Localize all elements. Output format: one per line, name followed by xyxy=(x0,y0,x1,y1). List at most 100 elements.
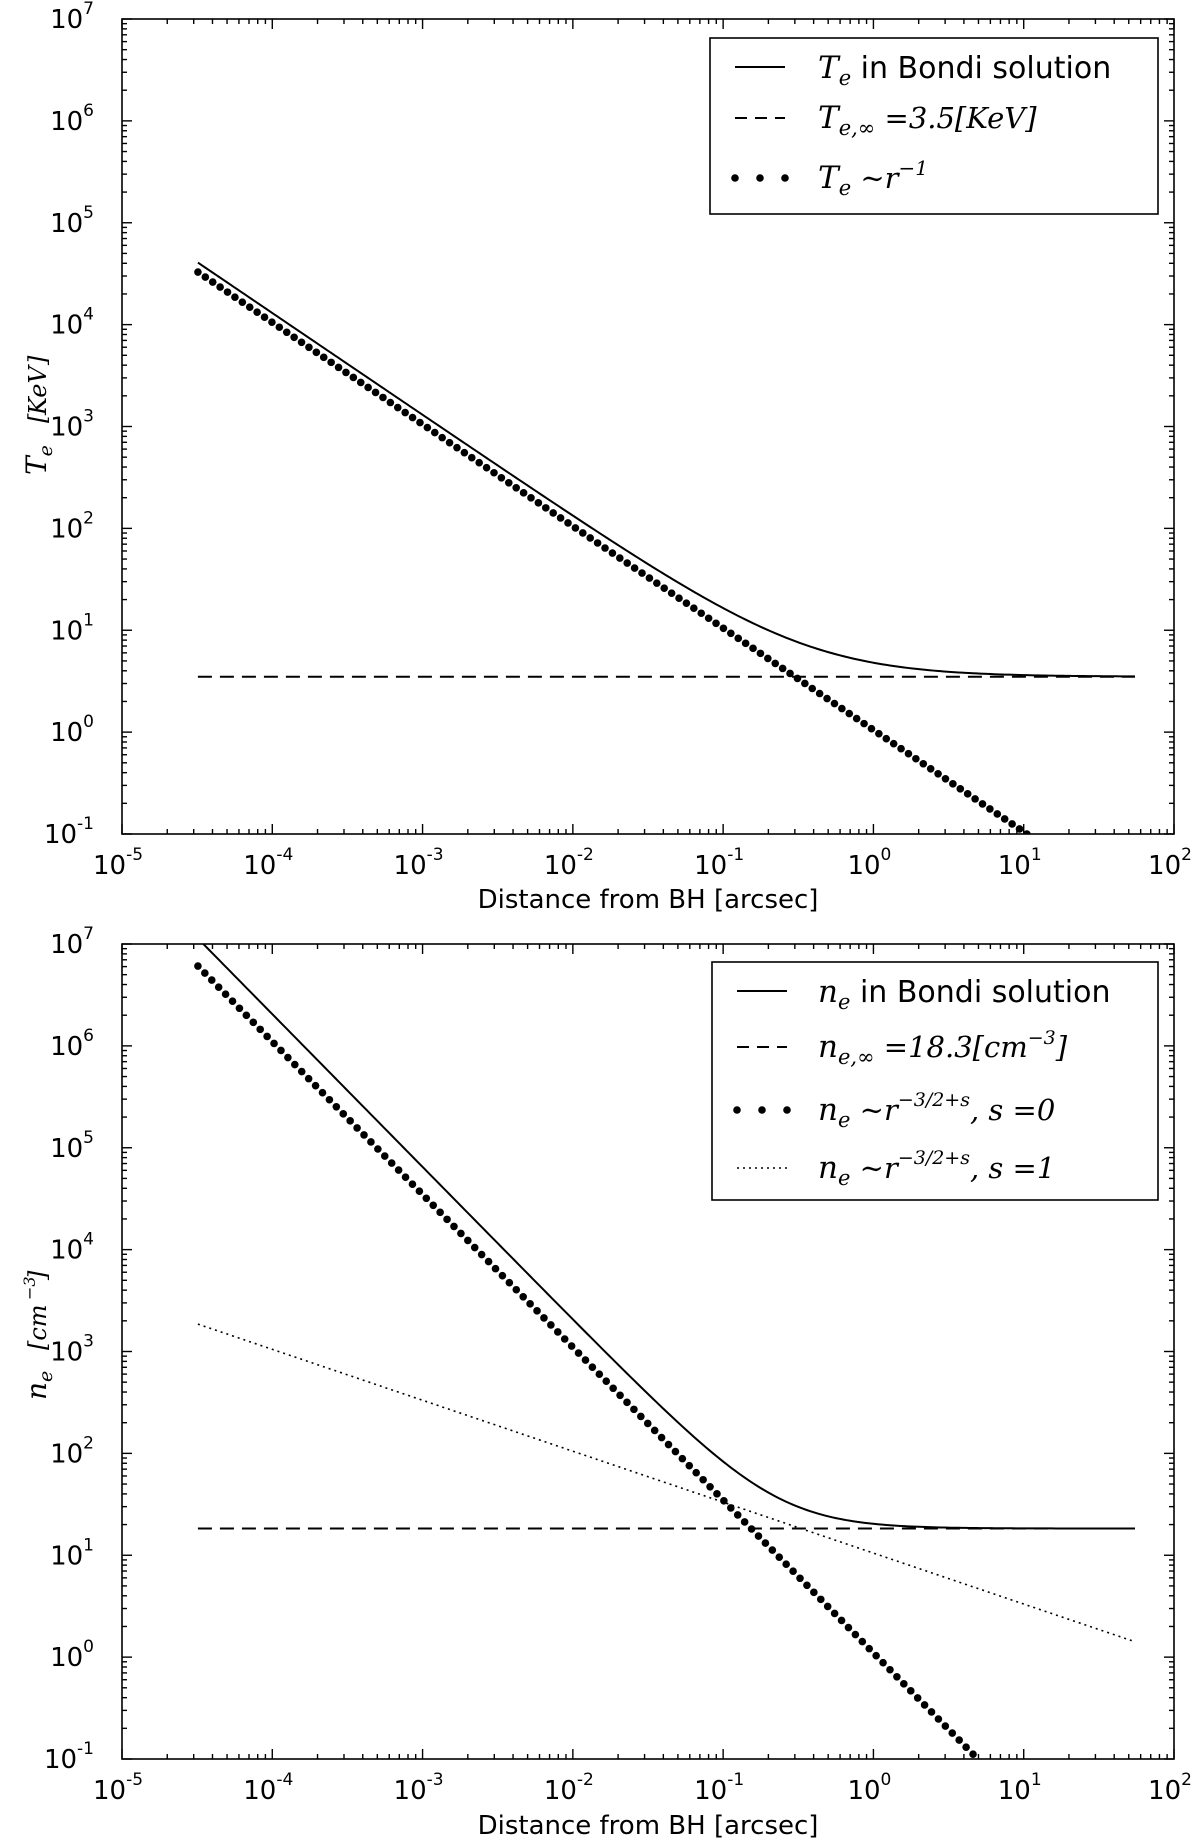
data-point xyxy=(560,1335,569,1343)
data-point xyxy=(349,373,358,382)
data-point xyxy=(897,744,905,753)
data-point xyxy=(512,484,520,492)
data-point xyxy=(360,1131,368,1139)
y-tick-label: 103 xyxy=(50,407,94,443)
data-point xyxy=(913,1694,922,1702)
legend-box xyxy=(711,961,1159,1201)
data-point xyxy=(242,1011,251,1020)
y-tick-label: 10-1 xyxy=(44,1739,94,1775)
svg-text:[cm: [cm xyxy=(24,1304,52,1350)
data-point xyxy=(837,1616,846,1625)
data-point xyxy=(782,1560,790,1568)
data-point xyxy=(844,1623,853,1632)
data-point xyxy=(963,790,972,798)
data-point xyxy=(311,1081,320,1090)
data-point xyxy=(801,679,809,688)
data-point xyxy=(475,458,483,467)
data-point xyxy=(934,769,942,778)
data-point xyxy=(845,709,854,718)
data-point xyxy=(616,1391,624,1400)
data-point xyxy=(608,549,617,557)
data-point xyxy=(415,1187,424,1196)
data-point xyxy=(318,1088,327,1097)
data-point xyxy=(312,348,321,357)
x-tick-label: 10-5 xyxy=(93,845,143,881)
data-point xyxy=(692,1468,700,1477)
data-point xyxy=(889,739,898,748)
data-point xyxy=(712,619,720,628)
data-point xyxy=(1023,830,1031,834)
data-point xyxy=(491,1264,500,1273)
data-point xyxy=(955,1736,963,1744)
data-point xyxy=(971,795,979,803)
x-tick-label: 10-2 xyxy=(544,1770,594,1806)
data-point xyxy=(815,689,824,698)
data-point xyxy=(601,544,609,552)
data-point xyxy=(268,318,276,327)
data-point xyxy=(986,805,994,813)
x-tick-label: 102 xyxy=(1148,845,1192,881)
y-tick-label: 104 xyxy=(50,1230,94,1266)
legend-key-dot xyxy=(756,174,764,182)
x-tick-label: 10-2 xyxy=(544,845,594,881)
data-point xyxy=(664,1440,673,1449)
data-point xyxy=(616,554,624,562)
data-point xyxy=(223,288,232,296)
data-point xyxy=(906,1687,915,1695)
data-point xyxy=(830,699,839,708)
data-point xyxy=(270,1039,278,1048)
data-point xyxy=(356,378,365,387)
data-point xyxy=(534,499,543,507)
data-point xyxy=(609,1384,617,1393)
data-point xyxy=(401,1173,410,1181)
data-point xyxy=(498,1271,507,1280)
data-point xyxy=(430,428,439,437)
temperature-panel: 10-5 10-4 10-3 10-2 10-1 100 101 102 10-1 100 101 1… xyxy=(20,0,1192,915)
data-point xyxy=(823,1602,832,1611)
data-point xyxy=(305,343,313,352)
legend: ne in Bondi solution ne,∞ =18.3[cm−3] ne… xyxy=(711,961,1159,1201)
y-tick-label: 101 xyxy=(50,610,94,646)
data-point xyxy=(650,1426,659,1435)
data-point xyxy=(342,368,350,377)
data-point xyxy=(284,1053,292,1062)
data-point xyxy=(860,719,868,728)
x-tick-label: 100 xyxy=(847,845,891,881)
data-point xyxy=(547,1321,555,1329)
data-point xyxy=(1008,820,1016,828)
data-point xyxy=(260,313,269,322)
data-point xyxy=(346,1117,354,1125)
legend-entry-s0: ne ∼r−3/2+s, s =0 xyxy=(818,1089,1055,1132)
data-point xyxy=(464,1236,472,1245)
data-point xyxy=(334,363,343,372)
data-point xyxy=(771,659,780,668)
data-point xyxy=(231,293,239,301)
data-point xyxy=(803,1581,811,1590)
data-point xyxy=(387,1159,396,1167)
x-tick-label: 10-4 xyxy=(243,845,293,881)
data-point xyxy=(690,604,698,613)
data-point xyxy=(875,729,883,738)
data-point xyxy=(216,283,224,291)
x-tick-label: 102 xyxy=(1148,1770,1192,1806)
data-point xyxy=(393,403,402,412)
data-point xyxy=(504,478,513,487)
data-point xyxy=(245,303,254,311)
data-point xyxy=(747,1525,756,1533)
data-point xyxy=(422,1194,431,1203)
data-point xyxy=(527,494,535,502)
data-point xyxy=(756,649,765,658)
legend-entry-asymptote: ne,∞ =18.3[cm−3] xyxy=(818,1027,1068,1069)
x-tick-label: 10-4 xyxy=(243,1770,293,1806)
data-point xyxy=(704,614,713,623)
data-point xyxy=(912,754,920,763)
data-point xyxy=(675,594,683,602)
data-point xyxy=(327,358,335,367)
data-point xyxy=(401,408,409,417)
data-point xyxy=(685,1461,694,1470)
svg-text:[: [ xyxy=(24,413,52,423)
data-point xyxy=(810,1588,818,1597)
x-tick-label: 10-3 xyxy=(394,845,444,881)
data-point xyxy=(764,654,772,663)
svg-text:]: ] xyxy=(24,1270,52,1281)
